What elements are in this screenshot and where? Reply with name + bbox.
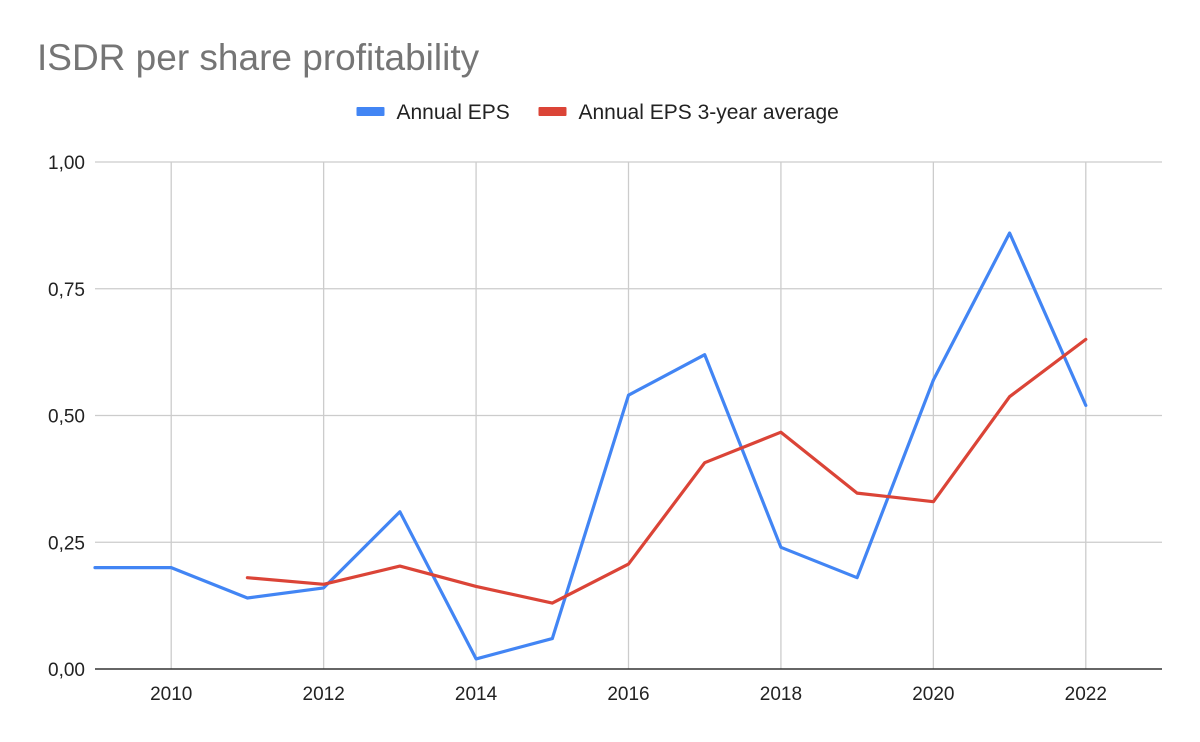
legend-label-0: Annual EPS <box>397 101 510 124</box>
legend: Annual EPS Annual EPS 3-year average <box>356 101 839 124</box>
grid <box>95 161 1162 669</box>
x-tick-label: 2016 <box>607 684 649 705</box>
y-tick-label: 1,00 <box>48 153 85 174</box>
x-tick-label: 2020 <box>912 684 954 705</box>
legend-swatch-0 <box>356 107 385 116</box>
y-tick-label: 0,25 <box>48 533 85 554</box>
x-tick-label: 2018 <box>760 684 802 705</box>
x-tick-label: 2014 <box>455 684 498 705</box>
x-tick-label: 2012 <box>303 684 345 705</box>
y-tick-label: 0,75 <box>48 280 85 301</box>
series-line-1 <box>245 337 1088 605</box>
series-line-0 <box>93 231 1088 661</box>
y-tick-label: 0,50 <box>48 407 85 428</box>
x-tick-label: 2010 <box>150 684 192 705</box>
x-tick-label: 2022 <box>1065 684 1107 705</box>
y-tick-label: 0,00 <box>48 660 85 681</box>
chart-title: ISDR per share profitability <box>37 37 480 78</box>
legend-swatch-1 <box>538 107 567 116</box>
legend-label-1: Annual EPS 3-year average <box>579 101 839 124</box>
